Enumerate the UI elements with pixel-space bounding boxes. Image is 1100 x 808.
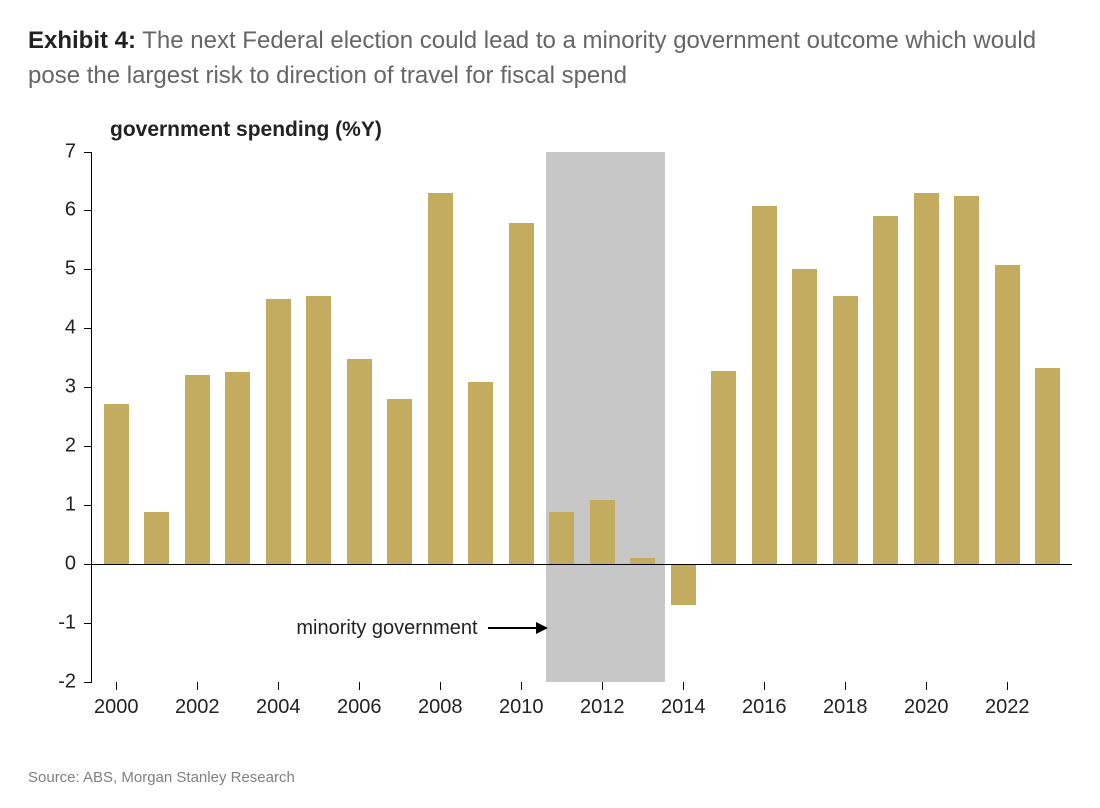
arrow-right-icon [488,627,546,629]
x-tick-label: 2012 [580,696,625,719]
y-tick-label: 7 [28,140,76,163]
y-tick [84,564,92,565]
x-tick-label: 2010 [499,696,544,719]
bar [711,371,736,564]
bar [306,296,331,564]
y-tick-label: 5 [28,258,76,281]
bar [671,564,696,605]
zero-line [84,564,1072,565]
y-tick-label: 6 [28,199,76,222]
y-tick-label: -2 [28,670,76,693]
bar [1035,368,1060,564]
x-tick [116,682,117,690]
x-tick [440,682,441,690]
x-tick-label: 2014 [661,696,706,719]
x-tick [359,682,360,690]
y-tick [84,623,92,624]
x-tick [845,682,846,690]
bar [792,269,817,563]
y-tick [84,682,92,683]
x-tick-label: 2000 [94,696,139,719]
bar [468,382,493,563]
x-tick [602,682,603,690]
bar [347,359,372,564]
x-tick [1007,682,1008,690]
x-tick [521,682,522,690]
x-tick-label: 2002 [175,696,220,719]
bar [144,512,169,564]
x-tick-label: 2008 [418,696,463,719]
highlight-band [546,152,665,682]
bar [266,299,291,564]
y-axis [91,152,92,682]
exhibit-label: Exhibit 4: [28,27,136,54]
x-tick [764,682,765,690]
bar [995,265,1020,564]
x-tick-label: 2004 [256,696,301,719]
x-tick-label: 2022 [985,696,1030,719]
x-tick-label: 2020 [904,696,949,719]
bar [428,193,453,564]
bar [833,296,858,564]
bar [549,512,574,564]
source-text: Source: ABS, Morgan Stanley Research [28,769,295,786]
bar [387,399,412,564]
x-tick [926,682,927,690]
y-tick-label: 2 [28,435,76,458]
bar [185,375,210,563]
bar [590,500,615,564]
exhibit-title: Exhibit 4: The next Federal election cou… [28,24,1072,94]
y-tick-label: 1 [28,493,76,516]
x-tick-label: 2016 [742,696,787,719]
y-tick [84,269,92,270]
annotation-text: minority government [296,617,477,640]
y-tick [84,505,92,506]
x-tick [683,682,684,690]
chart: government spending (%Y) -2 -1 0 1 2 3 4 5 6 7 200… [28,112,1072,732]
y-tick-label: 0 [28,552,76,575]
bar [752,206,777,564]
bar [104,404,129,564]
y-tick-label: 3 [28,376,76,399]
bar [914,193,939,564]
y-tick [84,387,92,388]
y-tick [84,210,92,211]
x-tick-label: 2006 [337,696,382,719]
bar [873,216,898,563]
bar [225,372,250,563]
y-tick [84,152,92,153]
exhibit-title-text: The next Federal election could lead to … [28,27,1036,89]
y-tick [84,328,92,329]
y-tick [84,446,92,447]
y-tick-label: -1 [28,611,76,634]
x-tick-label: 2018 [823,696,868,719]
annotation-minority-government: minority government [246,617,546,640]
x-tick [197,682,198,690]
y-tick-label: 4 [28,317,76,340]
chart-series-title: government spending (%Y) [110,118,382,142]
bar [954,196,979,564]
bar [509,223,534,563]
x-tick [278,682,279,690]
